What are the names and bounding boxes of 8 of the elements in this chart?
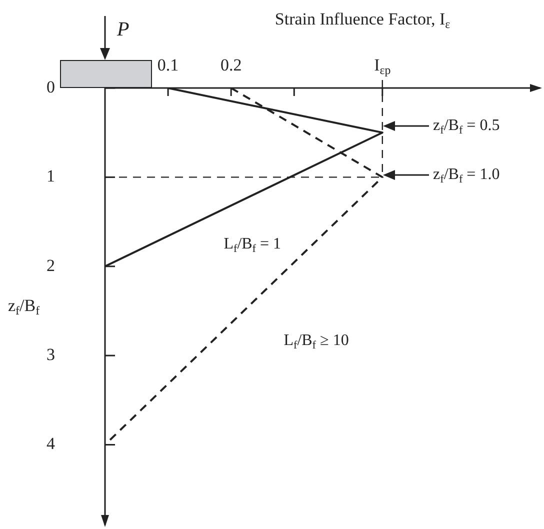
y-tick-label: 3 — [46, 345, 55, 364]
x-tick-label: 0.2 — [220, 55, 242, 74]
text: P — [116, 18, 130, 40]
y-tick-label: 1 — [46, 166, 55, 186]
y-tick-label: 2 — [46, 256, 55, 275]
y-tick-label: 0 — [46, 77, 55, 96]
x-tick-label: 0.1 — [157, 55, 179, 74]
y-tick-label: 4 — [46, 434, 56, 454]
